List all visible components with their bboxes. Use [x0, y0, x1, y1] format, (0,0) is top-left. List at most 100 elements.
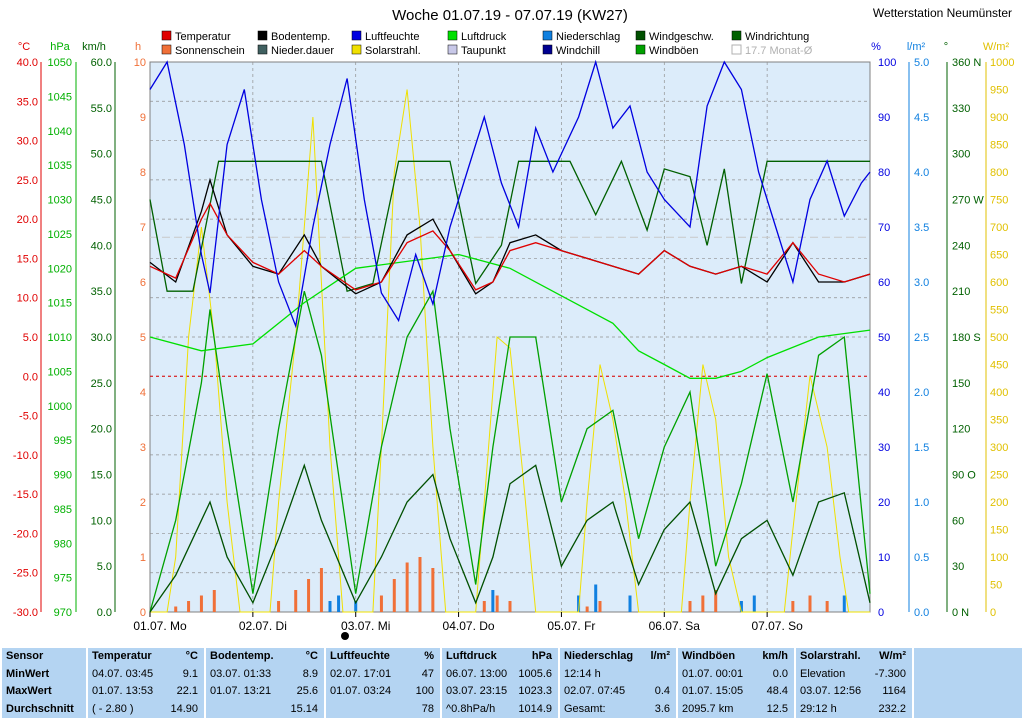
sunshine-bar [808, 595, 812, 612]
cell-text: 03.07. 12:56 [800, 685, 862, 697]
tick-label: 1005 [48, 366, 72, 378]
x-axis: 01.07. Mo 02.07. Di 03.07. Mi 04.07. Do 05.0… [133, 612, 803, 633]
tick-label: 60.0 [91, 57, 112, 69]
legend-label: Solarstrahl. [365, 45, 421, 57]
table-col: Luftdruck hPa 06.07. 13:00 1005.6 03.07. 23:… [442, 648, 558, 718]
tick-label: -10.0 [13, 450, 38, 462]
axis-unit: hPa [50, 41, 70, 53]
tick-label: 40.0 [17, 57, 38, 69]
tick-label: 0 [140, 607, 146, 619]
cell-value: 1164 [882, 685, 906, 697]
table-cell-row: 03.07. 01:33 8.9 [206, 666, 324, 684]
sunshine-bar [405, 562, 409, 612]
tick-label: 7 [140, 222, 146, 234]
tick-label: 1050 [48, 57, 72, 69]
line-series [149, 59, 871, 613]
cell-text: Luftfeuchte [330, 650, 390, 662]
tick-label: 90 O [952, 470, 976, 482]
rain-bar [328, 601, 332, 612]
tick-label: 30.0 [91, 332, 112, 344]
table-cell-row: Durchschnitt [2, 701, 86, 718]
table-cell-row: Elevation -7.300 [796, 666, 912, 684]
cell-text: 2095.7 km [682, 702, 734, 715]
rain-bar [594, 584, 598, 612]
x-tick-label: 03.07. Mi [341, 619, 390, 633]
cell-value: 25.6 [296, 685, 318, 697]
table-cell-row: ^0.8hPa/h 1014.9 [442, 701, 558, 718]
legend-label: Windgeschw. [649, 31, 714, 43]
legend-swatch [351, 30, 362, 41]
tick-label: 210 [952, 286, 970, 298]
tick-label: 10 [134, 57, 146, 69]
cell-text: Elevation [800, 667, 846, 680]
rain-bar [337, 595, 341, 612]
tick-label: -25.0 [13, 568, 38, 580]
tick-label: 45.0 [91, 195, 112, 207]
legend-swatch [542, 30, 553, 41]
x-tick-label: 05.07. Fr [547, 619, 595, 633]
legend-swatch [447, 30, 458, 41]
cell-text: Gesamt: [564, 702, 606, 715]
tick-label: 30 [952, 561, 964, 573]
tick-label: 0.0 [914, 607, 929, 619]
cell-value: 1014.9 [518, 702, 552, 715]
table-col: Niederschlag l/m² 12:14 h 02.07. 07:45 0.4 Ge… [560, 648, 676, 718]
legend-label: Taupunkt [461, 45, 506, 57]
tick-label: 1035 [48, 160, 72, 172]
tick-label: 35.0 [91, 286, 112, 298]
tick-label: 700 [990, 222, 1008, 234]
rain-bar [739, 601, 743, 612]
series-luftdruck [149, 253, 871, 379]
tick-label: 0.0 [23, 371, 38, 383]
cell-text: 02.07. 07:45 [564, 685, 626, 697]
cell-value: 9.1 [182, 667, 198, 680]
cell-value: 47 [421, 667, 434, 680]
tick-label: 70 [878, 222, 890, 234]
tick-label: 25.0 [17, 175, 38, 187]
tick-label: 100 [878, 57, 896, 69]
tick-label: 200 [990, 497, 1008, 509]
cell-text: 03.07. 01:33 [210, 667, 272, 680]
cell-text: 01.07. 03:24 [330, 685, 392, 697]
tick-label: 990 [54, 470, 72, 482]
cell-value: 100 [415, 685, 434, 697]
tick-label: 360 N [952, 57, 981, 69]
rain-bar [842, 595, 846, 612]
sunshine-bar [701, 595, 705, 612]
cell-text: 03.07. 23:15 [446, 685, 508, 697]
cell-value: W/m² [879, 650, 906, 662]
legend-label: Windböen [649, 45, 699, 57]
table-cell-row: 02.07. 17:01 47 [326, 666, 440, 684]
x-tick-label: 07.07. So [751, 619, 803, 633]
tick-label: 20.0 [91, 424, 112, 436]
x-tick-label: 01.07. Mo [133, 619, 187, 633]
cell-text: Luftdruck [446, 650, 497, 662]
cell-value: km/h [762, 650, 788, 662]
tick-label: 4.5 [914, 112, 929, 124]
tick-label: 9 [140, 112, 146, 124]
cell-text: Solarstrahl. [800, 650, 861, 662]
tick-label: 950 [990, 85, 1008, 97]
tick-label: 995 [54, 435, 72, 447]
series-luftfeuchte [149, 59, 871, 329]
weather-chart: Woche 01.07.19 - 07.07.19 (KW27) Tempera… [13, 7, 1014, 640]
table-cell-row: MaxWert [2, 683, 86, 701]
series-windgeschw [149, 463, 871, 613]
legend-label: Bodentemp. [271, 31, 330, 43]
tick-label: 3.5 [914, 222, 929, 234]
tick-label: 1.5 [914, 442, 929, 454]
tick-label: 0 N [952, 607, 969, 619]
tick-label: 30.0 [17, 136, 38, 148]
tick-label: 0 [990, 607, 996, 619]
sunshine-bar [598, 601, 602, 612]
tick-label: 450 [990, 360, 1008, 372]
axis-unit: l/m² [907, 41, 926, 53]
cell-text: 01.07. 13:53 [92, 685, 154, 697]
tick-label: 975 [54, 573, 72, 585]
legend-swatch [635, 44, 646, 55]
sunshine-bar [791, 601, 795, 612]
sunshine-bar [508, 601, 512, 612]
tick-label: 1020 [48, 263, 72, 275]
table-cell-row: 01.07. 13:21 25.6 [206, 683, 324, 701]
table-cell-row: 01.07. 00:01 0.0 [678, 666, 794, 684]
